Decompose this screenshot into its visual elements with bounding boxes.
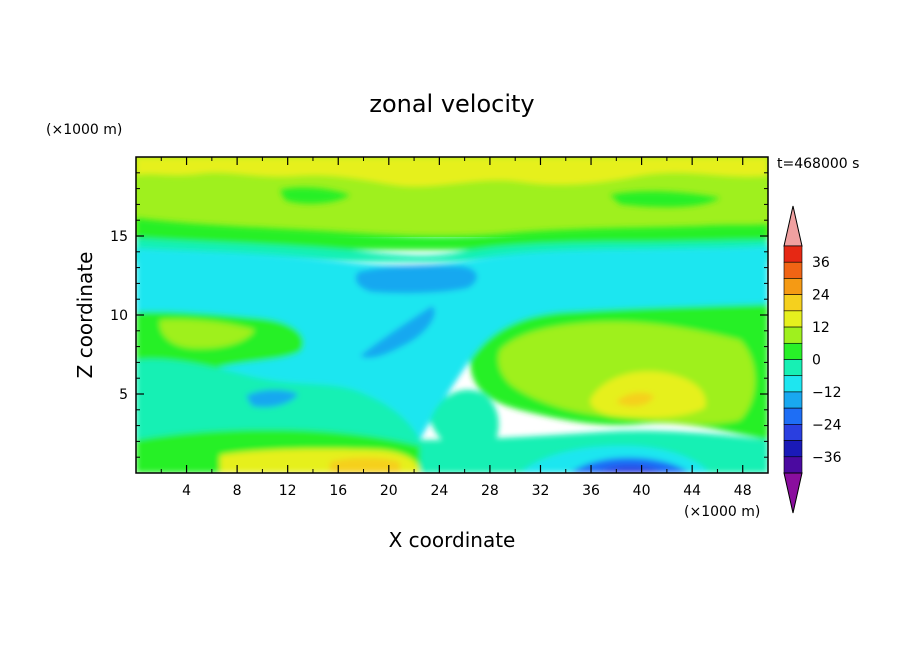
- time-label: t=468000 s: [777, 156, 859, 172]
- y-unit-label: (×1000 m): [46, 122, 122, 138]
- colorbar-label: −36: [812, 450, 842, 466]
- x-tick-label: 20: [380, 483, 398, 499]
- colorbar-label: 36: [812, 255, 830, 271]
- colorbar-swatch: [783, 440, 803, 458]
- x-ticks: 4 8 12 16 20 24 28 32 36 40 44 48: [160, 157, 752, 499]
- colorbar-swatch: [783, 342, 803, 360]
- colorbar-swatch: [783, 261, 803, 279]
- field-green-patch-2: [610, 191, 720, 208]
- colorbar-swatch: [783, 359, 803, 377]
- x-tick-label: 36: [582, 483, 600, 499]
- field-darkblue-bottom-right: [596, 465, 664, 473]
- colorbar-label: 0: [812, 353, 821, 369]
- colorbar-label: −24: [812, 417, 842, 433]
- x-unit-label: (×1000 m): [684, 504, 760, 520]
- colorbar-swatch: [783, 278, 803, 295]
- x-tick-label: 48: [734, 483, 752, 499]
- colorbar-swatch: [783, 375, 803, 393]
- y-tick-label: 10: [110, 308, 128, 324]
- y-tick-label: 5: [119, 387, 128, 403]
- field-yellowgreen-left: [159, 319, 255, 349]
- colorbar-swatch: [783, 407, 803, 425]
- colorbar-extend-top: [783, 205, 803, 247]
- field-green-band: [136, 218, 768, 250]
- colorbar-label: 24: [812, 288, 830, 304]
- colorbar-swatch: [783, 310, 803, 328]
- x-axis-label: X coordinate: [389, 528, 516, 552]
- colorbar-label: 12: [812, 320, 830, 336]
- x-tick-label: 4: [182, 483, 191, 499]
- field-orange-right: [616, 392, 654, 407]
- x-tick-label: 16: [329, 483, 347, 499]
- x-tick-label: 24: [430, 483, 448, 499]
- field-blue-left: [246, 389, 298, 408]
- x-tick-label: 32: [532, 483, 550, 499]
- chart-title: zonal velocity: [369, 90, 534, 118]
- x-tick-label: 8: [233, 483, 242, 499]
- field-orange-bottom: [330, 457, 400, 473]
- colorbar-swatch: [783, 424, 803, 441]
- x-tick-label: 44: [683, 483, 701, 499]
- y-tick-label: 15: [110, 229, 128, 245]
- field-blue-bottom-right: [570, 457, 690, 473]
- y-axis-label: Z coordinate: [73, 252, 97, 379]
- colorbar-extend-bottom: [783, 472, 803, 514]
- x-tick-label: 28: [481, 483, 499, 499]
- field-blue-streak: [360, 306, 435, 358]
- colorbar-swatch: [783, 245, 803, 263]
- colorbar-swatch: [783, 294, 803, 312]
- colorbar-swatch: [783, 456, 803, 474]
- field-yellow-top: [136, 157, 768, 187]
- field-green-patch-1: [280, 187, 350, 204]
- plot-field: [136, 157, 768, 473]
- field-blue-core: [355, 265, 478, 294]
- y-ticks: 5 10 15: [110, 172, 768, 458]
- colorbar-swatch: [783, 391, 803, 409]
- x-tick-label: 40: [633, 483, 651, 499]
- x-tick-label: 12: [279, 483, 297, 499]
- colorbar: 36 24 12 0 −12 −24 −36: [783, 205, 842, 514]
- colorbar-swatch: [783, 326, 803, 344]
- colorbar-label: −12: [812, 385, 842, 401]
- field-teal-mid: [430, 389, 499, 454]
